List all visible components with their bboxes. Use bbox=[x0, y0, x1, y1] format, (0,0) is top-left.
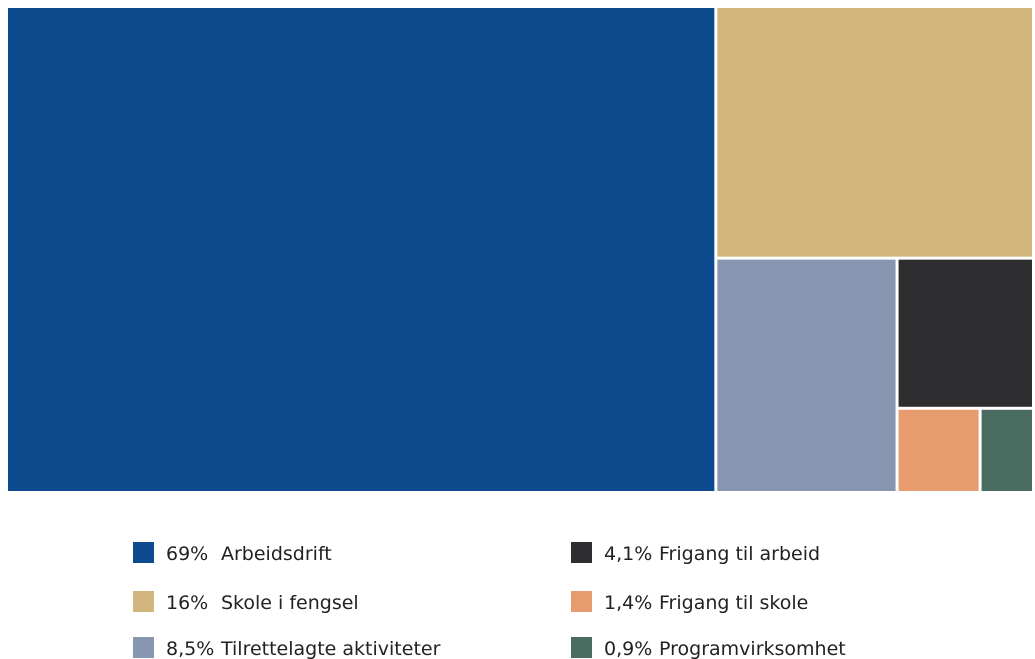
treemap-tiles bbox=[8, 8, 1032, 491]
legend-swatch-6 bbox=[571, 637, 592, 658]
treemap-tile-1 bbox=[8, 8, 715, 491]
legend-percent-6: 0,9% bbox=[604, 638, 652, 659]
legend-percent-1: 69% bbox=[166, 543, 208, 565]
legend-percent-2: 16% bbox=[166, 592, 208, 614]
treemap-tile-4 bbox=[898, 259, 1032, 407]
legend: 69% Arbeidsdrift 16% Skole i fengsel 8,5% Til… bbox=[133, 542, 846, 659]
legend-percent-4: 4,1% bbox=[604, 543, 652, 565]
treemap-tile-2 bbox=[717, 8, 1032, 257]
legend-percent-5: 1,4% bbox=[604, 592, 652, 614]
legend-percent-3: 8,5% bbox=[166, 638, 214, 659]
legend-label-6: Programvirksomhet bbox=[659, 638, 846, 659]
treemap-tile-6 bbox=[981, 409, 1032, 491]
legend-swatch-4 bbox=[571, 542, 592, 563]
legend-label-3: Tilrettelagte aktiviteter bbox=[220, 638, 441, 659]
legend-swatch-5 bbox=[571, 591, 592, 612]
legend-swatch-1 bbox=[133, 542, 154, 563]
legend-swatch-3 bbox=[133, 637, 154, 658]
legend-label-2: Skole i fengsel bbox=[221, 592, 359, 614]
treemap-tile-3 bbox=[717, 259, 896, 491]
legend-label-4: Frigang til arbeid bbox=[659, 543, 820, 565]
treemap-tile-5 bbox=[898, 409, 979, 491]
legend-swatch-2 bbox=[133, 591, 154, 612]
legend-label-1: Arbeidsdrift bbox=[221, 543, 332, 565]
legend-label-5: Frigang til skole bbox=[659, 592, 808, 614]
